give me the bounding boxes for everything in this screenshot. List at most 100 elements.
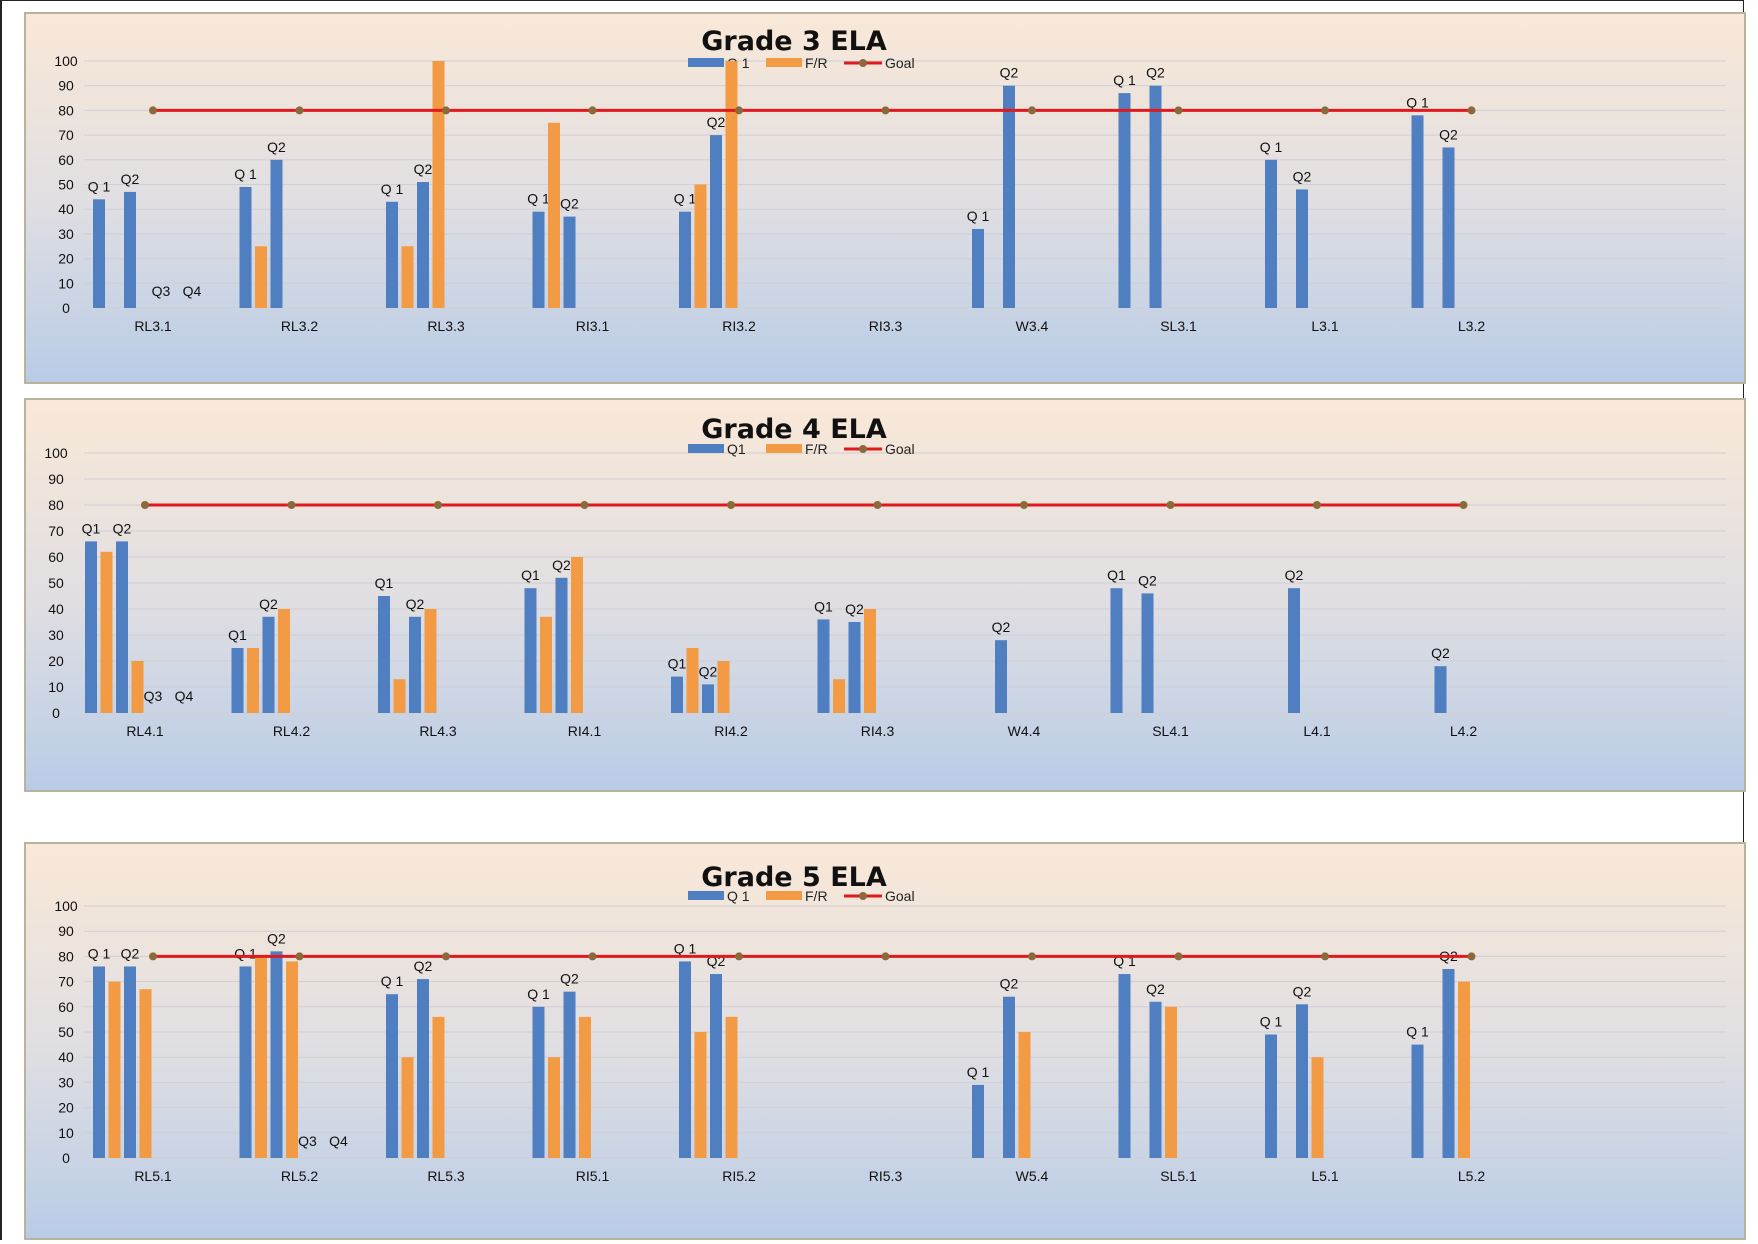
grade4-ri4-1-bar-3 [571, 557, 583, 713]
grade4-l4-1-bar-2 [1288, 588, 1300, 713]
grade4-rl4-2-bar-3 [278, 609, 290, 713]
grade5-ri5-1-bar-2 [563, 991, 576, 1158]
grade4-ri4-1-bar-0 [524, 588, 537, 713]
grade3-rl3-2-bar-2 [270, 159, 283, 308]
grade4-xtick-rl4-2: RL4.2 [273, 723, 311, 739]
grade3-rl3-1-label-4: Q3 [152, 283, 171, 299]
grade5-rl5-2-label-0: Q 1 [234, 945, 257, 961]
grade3-w3-4-bar-0 [972, 228, 984, 308]
grade4-rl4-1-bar-1 [100, 551, 113, 713]
grade3-ytick-50: 50 [58, 177, 74, 193]
grade5-xtick-l5-1: L5.1 [1311, 1168, 1338, 1184]
grade4-ri4-3-bar-2 [848, 622, 861, 713]
grade5-ytick-20: 20 [58, 1100, 74, 1116]
grade5-sl5-1-bar-3 [1165, 1006, 1177, 1158]
grade3-ri3-1-label-0: Q 1 [527, 191, 550, 207]
grade5-legend: Q 1 F/R Goal [688, 888, 915, 904]
grade4-xtick-ri4-2: RI4.2 [714, 723, 748, 739]
grade4-group-ri4-3: Q1 Q2 [814, 598, 876, 713]
grade5-ytick-10: 10 [58, 1125, 74, 1141]
grade3-ytick-40: 40 [58, 201, 74, 217]
grade4-chart-panel: 0 10 20 30 40 50 60 70 80 90 100 Grade 4 ELA Q1 F/R Go… [24, 398, 1746, 792]
grade4-group-rl4-1: Q1 Q2 Q3 Q4 [82, 520, 194, 713]
grade3-ri3-2-bar-3 [725, 61, 738, 308]
grade3-xtick-ri3-3: RI3.3 [869, 318, 903, 334]
grade5-group-w5-4: Q 1 Q2 [967, 976, 1031, 1158]
grade3-xtick-ri3-2: RI3.2 [722, 318, 756, 334]
grade4-rl4-1-label-4: Q3 [144, 688, 163, 704]
grade3-l3-2-bar-2 [1442, 147, 1455, 308]
grade4-ri4-2-bar-0 [671, 676, 683, 713]
grade3-ri3-2-bar-1 [694, 184, 707, 308]
grade5-w5-4-bar-2 [1003, 996, 1015, 1158]
grade3-chart-panel: 0 10 20 30 40 50 60 70 80 90 100 Grade 3 ELA Q 1 F/R G… [24, 12, 1746, 384]
grade5-goal-marker-sl5-1 [1174, 952, 1183, 961]
grade5-w5-4-label-2: Q2 [1000, 976, 1019, 992]
grade5-rl5-2-bar-0 [239, 966, 252, 1158]
grade4-goal-marker-l4-2 [1459, 501, 1468, 509]
grade4-chart-title: Grade 4 ELA [701, 414, 887, 445]
grade5-rl5-3-bar-3 [432, 1016, 445, 1158]
grade4-w4-4-label-2: Q2 [992, 619, 1011, 635]
grade4-xtick-rl4-3: RL4.3 [419, 723, 457, 739]
grade3-legend: Q 1 F/R Goal [688, 55, 915, 71]
grade5-xtick-ri5-2: RI5.2 [722, 1168, 756, 1184]
grade3-ytick-80: 80 [58, 102, 74, 118]
grade5-l5-1-label-2: Q2 [1293, 983, 1312, 999]
grade3-legend-fr-swatch [766, 58, 802, 67]
grade3-rl3-3-bar-0 [386, 201, 398, 308]
grade5-ri5-1-bar-3 [579, 1016, 591, 1158]
grade5-ytick-0: 0 [62, 1150, 70, 1166]
grade4-goal-marker-ri4-1 [580, 501, 589, 509]
grade5-rl5-3-label-2: Q2 [414, 958, 433, 974]
grade4-rl4-3-label-2: Q2 [406, 596, 425, 612]
grade3-ri3-2-bar-0 [679, 211, 691, 308]
grade3-xtick-l3-1: L3.1 [1311, 318, 1338, 334]
grade3-ytick-70: 70 [58, 127, 74, 143]
grade3-group-l3-2: Q 1 Q2 [1406, 94, 1458, 308]
grade4-rl4-2-label-0: Q1 [228, 627, 247, 643]
grade3-l3-2-bar-0 [1411, 115, 1424, 308]
grade5-l5-2-bar-2 [1442, 969, 1455, 1158]
grade3-xtick-w3-4: W3.4 [1016, 318, 1049, 334]
grade3-chart-title: Grade 3 ELA [701, 26, 887, 57]
grade4-ytick-30: 30 [48, 627, 64, 643]
grade4-xtick-l4-2: L4.2 [1450, 723, 1477, 739]
grade4-legend-q1-label: Q1 [727, 441, 746, 457]
grade5-rl5-2-bar-1 [255, 956, 267, 1158]
grade3-goal-marker-rl3-3 [442, 106, 450, 115]
grade3-group-sl3-1: Q 1 Q2 [1113, 65, 1165, 308]
grade4-rl4-1-bar-3 [131, 661, 144, 713]
grade5-ri5-1-bar-0 [532, 1006, 545, 1158]
grade5-rl5-1-bar-2 [124, 966, 136, 1158]
grade3-goal-marker-rl3-2 [295, 106, 304, 115]
grade4-ri4-3-label-0: Q1 [814, 598, 833, 614]
grade5-ytick-70: 70 [58, 974, 74, 990]
grade4-ytick-10: 10 [48, 679, 64, 695]
grade5-group-ri5-2: Q 1Q2 [674, 940, 738, 1158]
grade5-legend-fr-label: F/R [805, 888, 828, 904]
grade5-xtick-ri5-1: RI5.1 [576, 1168, 610, 1184]
grade5-group-ri5-1: Q 1 Q2 [527, 971, 591, 1158]
grade4-ytick-20: 20 [48, 653, 64, 669]
grade4-goal-marker-sl4-1 [1166, 501, 1175, 509]
grade5-rl5-1-bar-0 [93, 966, 105, 1158]
grade5-rl5-3-bar-1 [401, 1057, 414, 1158]
grade3-rl3-1-label-0: Q 1 [88, 178, 111, 194]
grade4-goal-marker-rl4-2 [287, 501, 296, 509]
grade3-rl3-2-label-0: Q 1 [234, 166, 257, 182]
grade3-rl3-3-bar-1 [401, 246, 414, 308]
grade3-sl3-1-bar-0 [1118, 93, 1131, 308]
grade4-ri4-2-bar-1 [686, 648, 699, 713]
grade4-rl4-1-label-2: Q2 [113, 520, 132, 536]
grade3-group-ri3-1: Q 1 Q2 [527, 122, 579, 308]
grade5-goal-marker-rl5-3 [442, 952, 450, 961]
grade4-xtick-w4-4: W4.4 [1008, 723, 1041, 739]
grade4-w4-4-bar-2 [995, 640, 1007, 713]
grade3-ytick-0: 0 [62, 300, 70, 316]
grade5-legend-q1-swatch [688, 891, 724, 900]
grade3-l3-1-bar-0 [1265, 159, 1277, 308]
grade3-ri3-2-label-0: Q 1 [674, 191, 697, 207]
grade4-goal-marker-ri4-3 [873, 501, 882, 509]
